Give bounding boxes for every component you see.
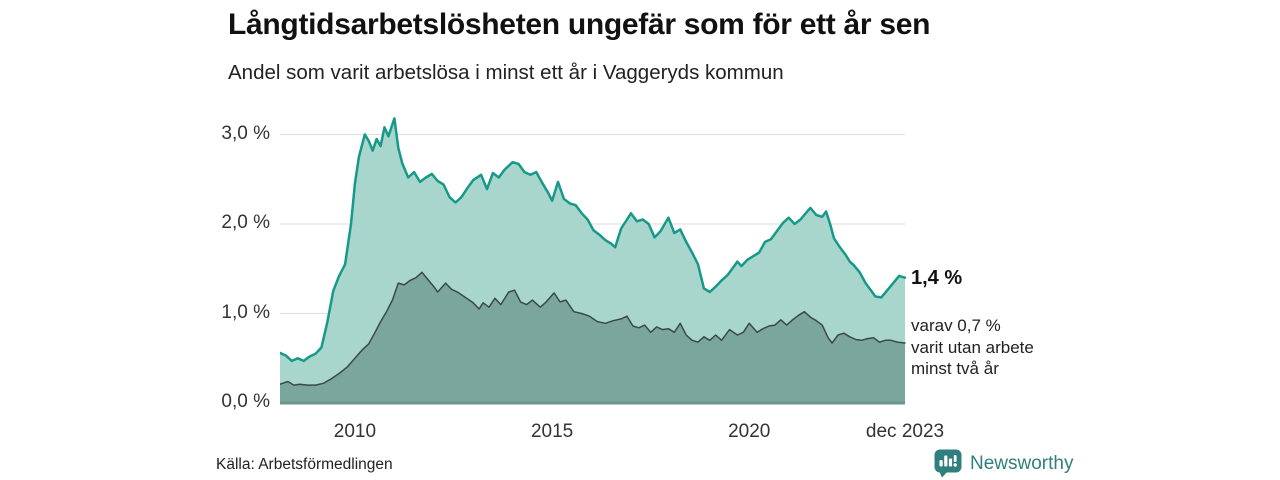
newsworthy-logo-text: Newsworthy	[970, 452, 1074, 474]
x-tick-label: 2015	[530, 421, 574, 442]
y-tick-label: 2,0 %	[221, 212, 270, 233]
x-tick-label: 2010	[333, 421, 377, 442]
annotation-line: varav 0,7 %	[911, 316, 1001, 335]
series-line	[278, 117, 907, 363]
series-end-value-label: 1,4 %	[911, 267, 963, 289]
source-note: Källa: Arbetsförmedlingen	[216, 456, 393, 473]
x-axis-line	[280, 401, 905, 405]
y-tick-label: 0,0 %	[221, 391, 270, 412]
chart-subtitle: Andel som varit arbetslösa i minst ett å…	[228, 61, 784, 84]
x-tick-label: dec 2023	[865, 421, 945, 442]
bar-chart-speech-bubble-icon	[934, 449, 962, 478]
series-line	[279, 271, 906, 386]
area-fill	[280, 272, 905, 403]
series-annotation-note: varav 0,7 % varit utan arbete minst två …	[911, 315, 1034, 380]
area-chart-plot	[278, 108, 908, 415]
y-tick-label: 3,0 %	[221, 122, 270, 144]
page-title: Långtidsarbetslösheten ungefär som för e…	[228, 8, 931, 41]
annotation-line: varit utan arbete	[911, 337, 1034, 357]
annotation-line: minst två år	[911, 359, 999, 378]
newsworthy-logo: Newsworthy	[934, 449, 1073, 478]
y-tick-label: 1,0 %	[221, 301, 270, 323]
x-tick-label: 2020	[728, 421, 771, 442]
chart-canvas	[278, 117, 907, 405]
